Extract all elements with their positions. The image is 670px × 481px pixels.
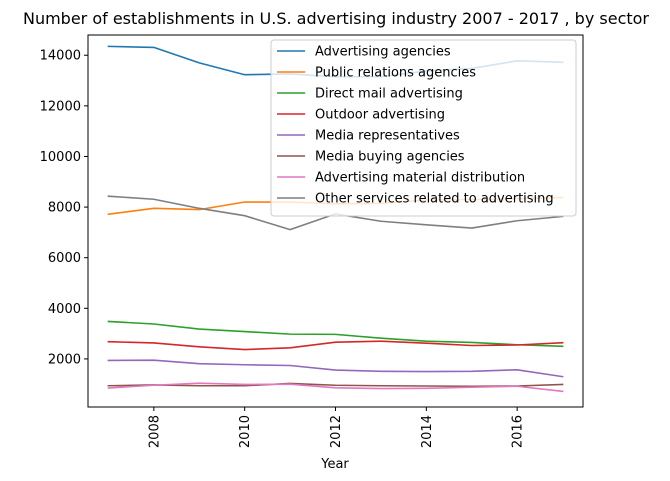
legend-label-3: Outdoor advertising	[315, 108, 445, 123]
x-tick-label: 2008	[147, 415, 162, 448]
y-tick-label: 8000	[48, 201, 81, 216]
x-axis-label: Year	[320, 457, 349, 472]
legend-label-4: Media representatives	[315, 129, 460, 144]
legend-label-7: Other services related to advertising	[315, 192, 554, 207]
axes: 2000 4000 6000 8000 10000 12000 14000 2008 2010 2…	[40, 34, 584, 448]
x-tick-label: 2014	[420, 415, 435, 448]
legend-label-6: Advertising material distribution	[315, 171, 525, 186]
series-line-4	[107, 359, 564, 378]
y-tick-label: 10000	[40, 150, 81, 165]
chart-title: Number of establishments in U.S. adverti…	[23, 9, 649, 28]
legend-frame	[270, 39, 577, 217]
x-tick-label: 2016	[511, 415, 526, 448]
legend-label-2: Direct mail advertising	[315, 87, 463, 102]
y-tick-label: 6000	[48, 251, 81, 266]
series-line-3	[107, 340, 564, 351]
legend: Advertising agencies Public relations age…	[270, 39, 577, 217]
legend-label-5: Media buying agencies	[315, 150, 465, 165]
y-tick-label: 2000	[48, 352, 81, 367]
y-tick-label: 14000	[40, 49, 81, 64]
series-layer	[107, 45, 564, 393]
y-tick-label: 4000	[48, 302, 81, 317]
y-tick-label: 12000	[40, 99, 81, 114]
legend-label-1: Public relations agencies	[315, 66, 476, 81]
series-line-2	[107, 320, 564, 348]
legend-label-0: Advertising agencies	[315, 45, 451, 60]
x-tick-label: 2010	[238, 415, 253, 448]
series-line-6	[107, 382, 564, 393]
x-tick-label: 2012	[329, 415, 344, 448]
